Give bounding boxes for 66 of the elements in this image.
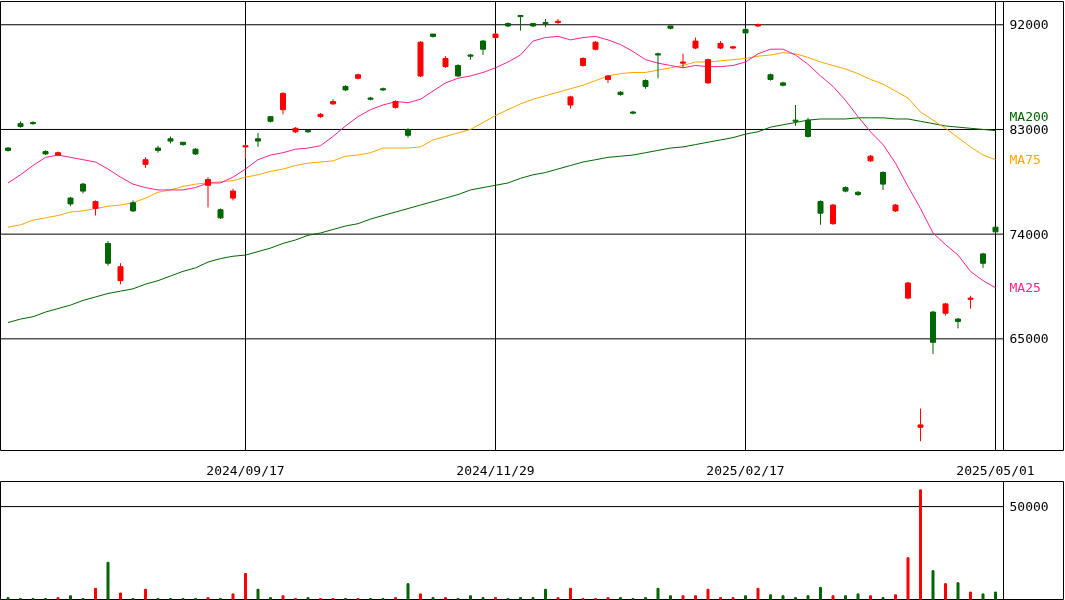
bar [106, 561, 110, 600]
candlestick [817, 199, 824, 226]
candlestick [517, 14, 524, 32]
bar [744, 595, 747, 600]
bar [281, 595, 285, 600]
bar [906, 557, 910, 600]
bar [694, 595, 697, 600]
y-tick-label: 74000 [1009, 226, 1049, 242]
x-tick-label: 2025/02/17 [706, 462, 785, 478]
line-series [7, 35, 996, 289]
bar [681, 595, 685, 600]
bar [144, 588, 147, 600]
candlestick [955, 317, 961, 329]
candlestick [105, 240, 111, 267]
bar [544, 588, 547, 600]
bar [819, 586, 822, 600]
candlestick [205, 176, 211, 208]
bar [569, 587, 572, 600]
bar [931, 570, 935, 600]
bar [956, 582, 960, 600]
bar [894, 594, 897, 600]
bar [869, 595, 872, 600]
bar [406, 583, 410, 600]
bar [656, 587, 660, 600]
bar [119, 592, 122, 600]
bar [769, 594, 772, 600]
bar [69, 595, 72, 600]
bar [844, 595, 847, 600]
bar [831, 595, 835, 600]
bar [94, 587, 97, 600]
y-tick-label: 92000 [1009, 17, 1049, 33]
series-label: MA25 [1009, 280, 1041, 296]
candlestick [255, 132, 261, 148]
bar [419, 593, 422, 600]
candlestick [880, 170, 886, 191]
bar [981, 593, 985, 600]
x-tick-label: 2024/11/29 [456, 462, 535, 478]
candlestick [280, 91, 286, 115]
bar [806, 595, 810, 600]
candlestick [117, 262, 124, 285]
candlestick [680, 53, 686, 69]
bar [969, 591, 972, 600]
candlestick [30, 120, 36, 126]
candlestick [305, 128, 311, 134]
bar [944, 583, 947, 600]
bar [469, 595, 472, 600]
line-series [7, 52, 996, 228]
x-tick-label: 2025/05/01 [956, 462, 1035, 478]
bar [244, 572, 247, 600]
y-tick-label: 50000 [1009, 499, 1049, 515]
bar [919, 489, 922, 600]
bar [756, 587, 760, 600]
candlestick [555, 18, 561, 26]
x-tick-label: 2024/09/17 [206, 462, 285, 478]
candlestick [655, 52, 661, 79]
series-label: MA75 [1009, 152, 1041, 168]
y-tick-label: 65000 [1009, 331, 1049, 347]
bar [781, 595, 785, 600]
bar [669, 595, 672, 600]
bar [256, 588, 260, 600]
bar [231, 593, 235, 600]
bar [856, 593, 860, 600]
candlestick [705, 58, 711, 85]
bar [994, 591, 997, 600]
bar [706, 588, 710, 600]
candlestick [917, 408, 924, 442]
